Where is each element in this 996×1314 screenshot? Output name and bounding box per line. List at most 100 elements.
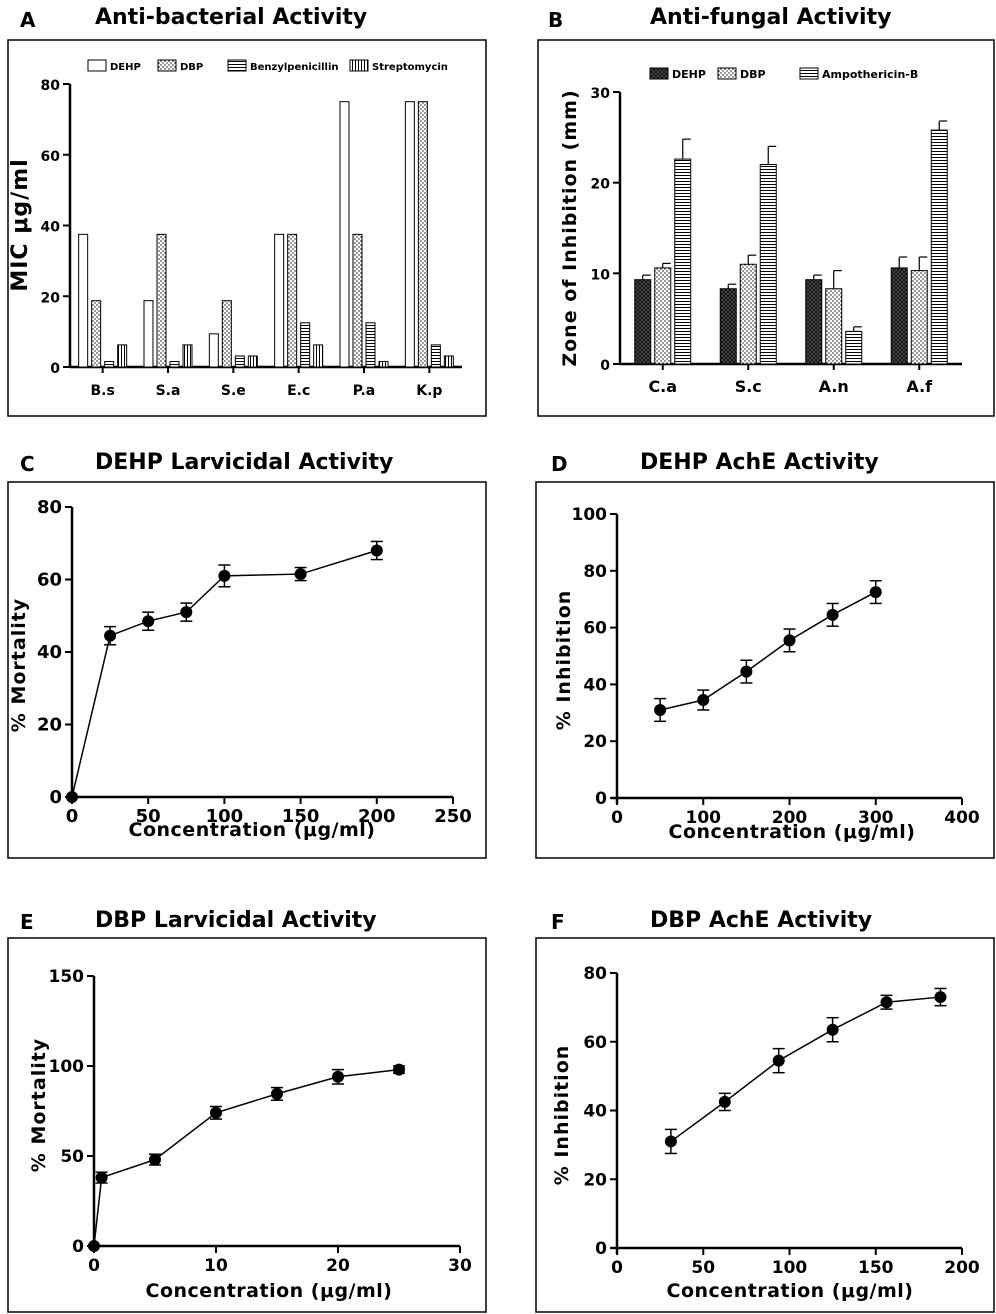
chart-a-legend: DEHP DBP Benzylpenicillin Streptomycin — [87, 59, 448, 73]
chart-a-y-tick-label: 80 — [41, 78, 61, 94]
chart-c-y-tick-label: 0 — [49, 787, 62, 808]
chart-f-series-line — [670, 996, 941, 1143]
chart-a-bar — [169, 360, 180, 368]
chart-e-y-tick-label: 0 — [72, 1237, 84, 1257]
chart-b-legend-label: DEHP — [672, 68, 706, 81]
chart-a-bar — [404, 101, 415, 368]
chart-a-bar — [156, 233, 167, 368]
chart-a-x-tick-label: B.s — [91, 383, 115, 399]
chart-d-data-point — [783, 634, 796, 647]
chart-d-y-tick-label: 60 — [583, 619, 607, 639]
chart-b-legend: DEHP DBP Ampothericin-B — [649, 67, 918, 81]
chart-d-y-tick-label: 100 — [572, 505, 608, 525]
chart-d-y-tick-label: 0 — [595, 789, 607, 809]
chart-c-x-tick-label: 200 — [358, 806, 396, 827]
chart-a-bar — [182, 344, 193, 368]
chart-c-data-point — [180, 606, 193, 619]
chart-b-bar — [910, 270, 928, 365]
chart-a-legend-swatch — [157, 59, 177, 72]
chart-f-data-point — [772, 1054, 785, 1067]
chart-a-legend-label: DEHP — [110, 62, 141, 73]
chart-b-legend-swatch — [649, 67, 669, 80]
chart-f-x-label: Concentration (μg/ml) — [667, 1280, 914, 1302]
chart-c-x-tick-label: 250 — [434, 806, 472, 827]
chart-a-x-tick-label: S.a — [156, 383, 181, 399]
chart-b-bar — [890, 267, 908, 365]
chart-f-y-label: % Inhibition — [551, 1045, 573, 1186]
chart-a-bar — [78, 233, 89, 368]
chart-d: 0 20 40 60 80 100 % Inhibition 0 100 200 300 400 Con… — [553, 505, 980, 843]
chart-a-bar — [339, 101, 350, 368]
chart-c-data-point — [218, 569, 231, 582]
chart-e-series-line — [93, 1068, 400, 1247]
chart-e-y-tick-label: 50 — [60, 1147, 84, 1167]
chart-a-bar — [378, 360, 389, 368]
chart-b-legend-swatch — [799, 67, 819, 80]
chart-b-bar — [654, 267, 672, 365]
chart-b-bar — [845, 330, 863, 365]
chart-f-x-tick-label: 200 — [944, 1258, 980, 1278]
chart-f-x-tick-label: 150 — [858, 1258, 894, 1278]
chart-e-x-tick-label: 10 — [204, 1256, 228, 1276]
chart-f-x-tick-label: 0 — [611, 1258, 623, 1278]
chart-c-y-tick-label: 60 — [37, 570, 62, 591]
chart-a-bar — [143, 300, 154, 368]
chart-f-y-tick-label: 80 — [583, 964, 607, 984]
chart-f-title: DBP AchE Activity — [650, 908, 873, 933]
chart-d-data-point — [654, 703, 667, 716]
chart-a: 0 20 40 60 80 MIC μg/ml B.s S.a S.e E.c P.a K.p DEHP… — [8, 59, 462, 399]
chart-d-title: DEHP AchE Activity — [640, 450, 879, 475]
chart-a-legend-label: DBP — [180, 62, 203, 73]
chart-a-bar — [352, 233, 363, 368]
chart-c-y-tick-label: 80 — [37, 497, 62, 518]
panel-letter-f: F — [551, 910, 565, 934]
chart-c-y-label: % Mortality — [8, 598, 30, 732]
chart-b-y-tick-label: 0 — [600, 358, 610, 374]
chart-b-x-tick-label: S.c — [735, 377, 762, 396]
chart-a-x-tick-label: P.a — [353, 383, 375, 399]
chart-d-y-tick-label: 80 — [583, 562, 607, 582]
chart-e-data-point — [88, 1240, 100, 1252]
panel-letter-c: C — [20, 452, 35, 476]
chart-e-x-label: Concentration (μg/ml) — [146, 1280, 393, 1302]
chart-b-bar — [634, 279, 652, 365]
chart-a-bar — [287, 233, 298, 368]
chart-d-y-tick-label: 40 — [583, 675, 607, 695]
chart-a-legend-label: Streptomycin — [372, 62, 448, 73]
chart-b-bar — [825, 288, 843, 365]
panel-letter-d: D — [551, 452, 568, 476]
chart-a-x-tick-label: K.p — [416, 383, 442, 399]
chart-e-y-label: % Mortality — [28, 1038, 50, 1172]
chart-f-data-point — [934, 991, 947, 1004]
chart-b-y-label: Zone of Inhibition (mm) — [559, 89, 581, 366]
panel-letter-e: E — [20, 910, 34, 934]
chart-e-data-point — [271, 1087, 283, 1100]
chart-a-bar — [430, 344, 441, 368]
chart-c-data-point — [370, 544, 383, 557]
chart-b-legend-label: Ampothericin-B — [822, 68, 918, 81]
chart-d-data-point — [740, 665, 753, 678]
chart-f-x-tick-label: 100 — [772, 1258, 808, 1278]
chart-c-data-point — [66, 791, 78, 803]
chart-b-bar — [739, 263, 757, 365]
chart-e-data-point — [210, 1106, 222, 1119]
chart-b-bar — [930, 129, 948, 365]
chart-a-bar — [313, 344, 324, 368]
chart-a-bar — [234, 355, 245, 368]
panel-frame-a — [7, 39, 487, 417]
chart-c-x-label: Concentration (μg/ml) — [129, 819, 376, 841]
chart-f: 0 20 40 60 80 % Inhibition 0 50 100 150 200 Concent… — [551, 964, 980, 1302]
chart-b-x-tick-label: C.a — [648, 377, 677, 396]
chart-e-data-point — [95, 1171, 108, 1184]
chart-a-legend-swatch — [87, 59, 107, 72]
chart-d-y-tick-label: 20 — [583, 732, 607, 752]
chart-c-y-tick-label: 20 — [37, 715, 62, 736]
chart-e-x-tick-label: 30 — [448, 1256, 472, 1276]
chart-b-x-tick-label: A.n — [819, 377, 849, 396]
chart-b: 0 10 20 30 Zone of Inhibition (mm) C.a S.c A.n A… — [559, 67, 962, 396]
chart-a-y-tick-label: 0 — [50, 361, 60, 377]
chart-f-data-point — [826, 1023, 839, 1036]
chart-f-y-tick-label: 40 — [583, 1102, 607, 1122]
chart-c-x-tick-label: 50 — [136, 806, 161, 827]
